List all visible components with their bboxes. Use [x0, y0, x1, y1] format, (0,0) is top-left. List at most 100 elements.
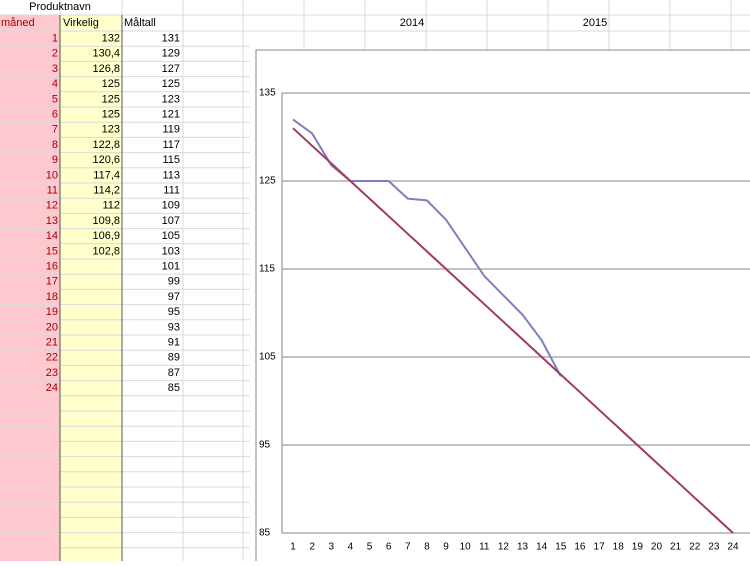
y-tick-label: 95 [259, 440, 271, 451]
cell: 106,9 [92, 230, 120, 242]
year-header: 2014 [400, 17, 424, 29]
cell: 16 [46, 261, 58, 273]
cell: 21 [46, 337, 58, 349]
cell: 123 [162, 93, 180, 105]
cell: 1 [52, 33, 58, 45]
cell: 13 [46, 215, 58, 227]
cell: 87 [168, 367, 180, 379]
x-tick-label: 16 [574, 542, 586, 553]
cell: 4 [52, 78, 58, 90]
cell: 125 [162, 78, 180, 90]
cell: 109,8 [92, 215, 120, 227]
cell: 11 [47, 185, 58, 197]
cell: 119 [162, 124, 180, 136]
x-tick-label: 14 [536, 542, 548, 553]
x-tick-label: 8 [424, 542, 430, 553]
header: Måltall [124, 17, 156, 29]
cell: 2 [52, 48, 58, 60]
cell: 127 [162, 63, 180, 75]
cell: 95 [168, 306, 180, 318]
x-tick-label: 13 [517, 542, 529, 553]
cell: 103 [162, 245, 180, 257]
cell: 12 [46, 200, 58, 212]
x-tick-label: 23 [708, 542, 720, 553]
x-tick-label: 24 [727, 542, 739, 553]
cell: 15 [46, 245, 58, 257]
cell: 117,4 [93, 169, 120, 181]
cell: 8 [52, 139, 58, 151]
cell: 22 [46, 352, 58, 364]
x-tick-label: 10 [460, 542, 472, 553]
x-tick-label: 18 [613, 542, 625, 553]
x-tick-label: 5 [367, 542, 373, 553]
chart-area [255, 49, 750, 566]
cell: 111 [163, 185, 180, 197]
cell: 125 [102, 109, 120, 121]
y-tick-label: 125 [259, 176, 276, 187]
cell: 91 [168, 337, 180, 349]
x-tick-label: 17 [594, 542, 606, 553]
y-tick-label: 85 [259, 528, 271, 539]
cell: 105 [162, 230, 180, 242]
cell: 23 [46, 367, 58, 379]
x-tick-label: 19 [632, 542, 644, 553]
cell: 121 [162, 109, 180, 121]
cell: 85 [168, 382, 180, 394]
x-tick-label: 3 [328, 542, 334, 553]
cell: 126,8 [92, 63, 120, 75]
y-tick-label: 135 [259, 88, 276, 99]
cell: 130,4 [92, 48, 120, 60]
y-tick-label: 105 [259, 352, 276, 363]
header: måned [1, 17, 35, 29]
year-header: 2015 [583, 17, 607, 29]
series-line [292, 127, 734, 534]
cell: 114,2 [93, 185, 120, 197]
cell: 107 [162, 215, 180, 227]
cell: 89 [168, 352, 180, 364]
cell: 93 [168, 321, 180, 333]
y-tick-label: 115 [259, 264, 275, 275]
cell: 131 [162, 33, 180, 45]
x-tick-label: 4 [348, 542, 354, 553]
x-tick-label: 11 [479, 542, 490, 553]
x-tick-label: 22 [689, 542, 701, 553]
cell: 17 [46, 276, 58, 288]
cell: 112 [102, 200, 120, 212]
cell: 5 [52, 93, 58, 105]
cell: 129 [162, 48, 180, 60]
cell: 115 [162, 154, 180, 166]
cell: 113 [162, 169, 180, 181]
cell: 123 [102, 124, 120, 136]
cell: 132 [102, 33, 120, 45]
cell: 7 [52, 124, 58, 136]
cell: 20 [46, 321, 58, 333]
cell: 101 [162, 261, 180, 273]
cell: 14 [46, 230, 58, 242]
cell: 6 [52, 109, 58, 121]
cell: 9 [52, 154, 58, 166]
cell: 24 [46, 382, 58, 394]
x-tick-label: 20 [651, 542, 663, 553]
cell: 120,6 [92, 154, 120, 166]
cell: 19 [46, 306, 58, 318]
header: Virkelig [63, 17, 99, 29]
x-tick-label: 7 [405, 542, 411, 553]
x-tick-label: 6 [386, 542, 392, 553]
month-column [0, 15, 60, 561]
x-tick-label: 9 [443, 542, 449, 553]
x-tick-label: 1 [290, 542, 296, 553]
cell: 109 [162, 200, 180, 212]
x-tick-label: 15 [555, 542, 567, 553]
cell: 18 [46, 291, 58, 303]
cell: 10 [46, 169, 58, 181]
x-tick-label: 2 [309, 542, 315, 553]
sheet-title: Produktnavn [29, 1, 91, 13]
cell: 125 [102, 78, 120, 90]
cell: 125 [102, 93, 120, 105]
cell: 99 [168, 276, 180, 288]
x-tick-label: 12 [498, 542, 510, 553]
cell: 102,8 [92, 245, 120, 257]
cell: 117 [162, 139, 180, 151]
